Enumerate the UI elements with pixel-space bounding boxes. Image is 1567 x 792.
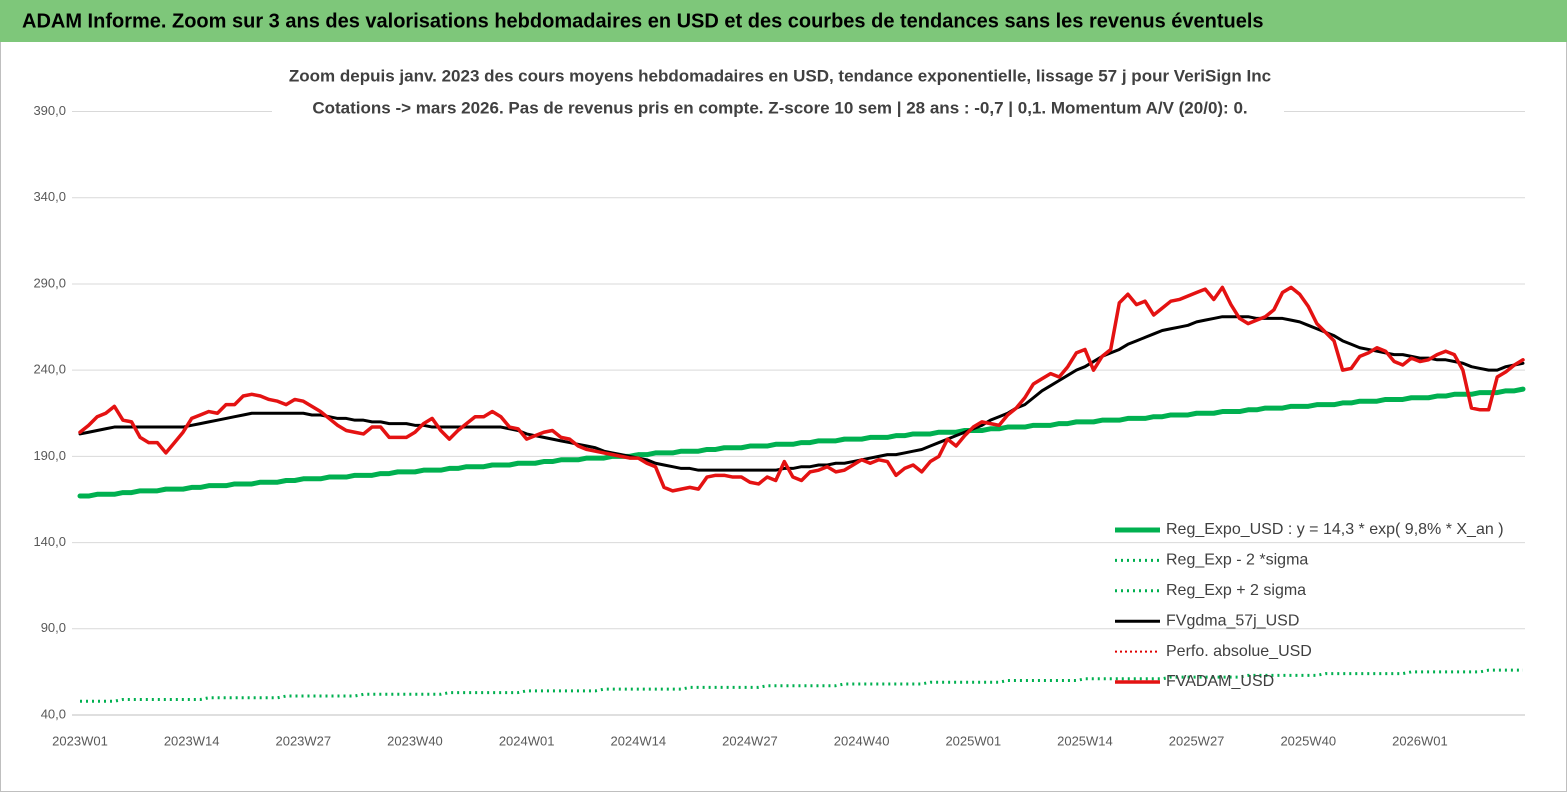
x-tick-label: 2023W27 (275, 733, 331, 748)
x-tick-label: 2023W14 (164, 733, 220, 748)
series-line (77, 386, 1526, 499)
legend-label: FVgdma_57j_USD (1166, 612, 1299, 629)
chart-subtitle: Cotations -> mars 2026. Pas de revenus p… (312, 98, 1247, 117)
y-tick-label: 290,0 (33, 275, 66, 290)
legend-label: Reg_Exp - 2 *sigma (1166, 552, 1308, 569)
x-tick-label: 2025W40 (1280, 733, 1336, 748)
x-tick-label: 2024W14 (610, 733, 666, 748)
y-tick-label: 190,0 (33, 448, 66, 463)
legend: Reg_Expo_USD : y = 14,3 * exp( 9,8% * X_… (1115, 521, 1504, 690)
series-line (80, 668, 1523, 703)
x-tick-label: 2024W40 (834, 733, 890, 748)
header-band (0, 0, 1567, 42)
series-line (78, 315, 1525, 472)
x-tick-label: 2023W40 (387, 733, 443, 748)
legend-label: Perfo. absolue_USD (1166, 643, 1312, 660)
y-tick-label: 240,0 (33, 362, 66, 377)
header-title: ADAM Informe. Zoom sur 3 ans des valoris… (22, 10, 1264, 32)
y-tick-label: 340,0 (33, 189, 66, 204)
series-line (78, 285, 1525, 493)
grid: 40,0 90,0 140,0 190,0 240,0 290,0 340,0 390,0 20… (33, 103, 1525, 748)
legend-label: Reg_Exp + 2 sigma (1166, 582, 1306, 599)
y-tick-label: 90,0 (41, 620, 66, 635)
y-tick-label: 390,0 (33, 103, 66, 118)
x-tick-label: 2024W01 (499, 733, 555, 748)
x-tick-label: 2025W14 (1057, 733, 1113, 748)
y-tick-label: 140,0 (33, 534, 66, 549)
y-tick-label: 40,0 (41, 706, 66, 721)
x-tick-label: 2023W01 (52, 733, 108, 748)
x-tick-label: 2024W27 (722, 733, 778, 748)
plot (77, 285, 1526, 703)
title-box (272, 60, 1284, 126)
legend-label: FVADAM_USD (1166, 673, 1274, 690)
chart-title: Zoom depuis janv. 2023 des cours moyens … (289, 66, 1271, 85)
x-tick-label: 2026W01 (1392, 733, 1448, 748)
x-tick-label: 2025W27 (1169, 733, 1225, 748)
x-tick-label: 2025W01 (945, 733, 1001, 748)
legend-label: Reg_Expo_USD : y = 14,3 * exp( 9,8% * X_… (1166, 521, 1504, 538)
